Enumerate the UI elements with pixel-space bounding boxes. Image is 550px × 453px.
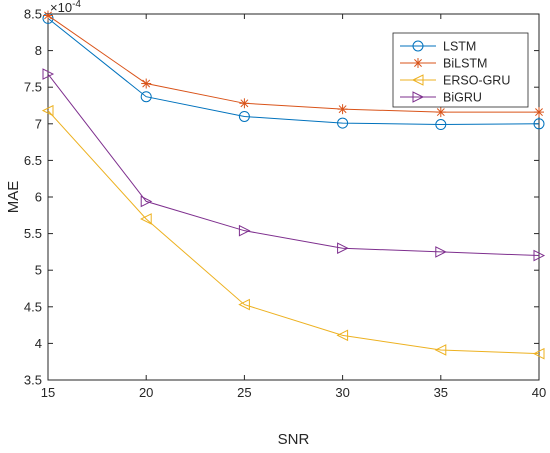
y-tick-label: 4.5: [24, 299, 42, 314]
series-lstm: [42, 12, 545, 131]
series-bigru: [42, 68, 546, 262]
y-axis-exponent-base: ×10: [50, 0, 72, 15]
legend-box: [392, 32, 529, 108]
triangle-right-marker: [337, 242, 349, 255]
y-axis-exponent-power: -4: [72, 0, 81, 10]
legend-label-lstm: LSTM: [443, 40, 476, 54]
series-line-bigru: [47, 73, 540, 257]
asterisk-marker: [141, 78, 152, 89]
y-axis-exponent: ×10-4: [50, 0, 81, 15]
asterisk-stroke: [44, 11, 52, 20]
asterisk-marker: [239, 98, 250, 109]
y-tick-label: 7.5: [24, 80, 42, 95]
series-line-erso-gru: [47, 110, 540, 355]
triangle-left-marker: [434, 344, 447, 356]
asterisk-stroke: [240, 99, 249, 108]
legend-label-bilstm: BiLSTM: [443, 57, 487, 71]
y-tick-label: 8.5: [24, 7, 42, 22]
legend-item-bilstm: BiLSTM: [400, 57, 487, 71]
triangle-right-marker: [533, 249, 546, 262]
circle-marker: [533, 118, 545, 130]
triangle-left-marker: [411, 74, 424, 86]
circle-marker: [140, 91, 152, 103]
asterisk-stroke: [535, 108, 543, 117]
triangle-right-marker: [238, 224, 251, 237]
asterisk-marker: [43, 10, 53, 21]
legend-label-bigru: BiGRU: [443, 91, 482, 105]
legend: LSTM BiLSTM ERSO-GRU BiGRU: [392, 32, 529, 108]
legend-item-bigru: BiGRU: [400, 91, 482, 105]
x-tick-label: 25: [237, 385, 251, 400]
x-tick-label: 30: [335, 385, 349, 400]
legend-label-erso-gru: ERSO-GRU: [443, 74, 510, 88]
y-tick-label: 3.5: [24, 373, 42, 388]
asterisk-marker: [413, 58, 423, 68]
x-tick-label: 20: [139, 385, 153, 400]
triangle-left-marker: [238, 298, 250, 311]
y-tick-label: 5: [35, 263, 42, 278]
asterisk-stroke: [436, 108, 445, 117]
x-tick-label: 35: [434, 385, 448, 400]
legend-items: LSTM BiLSTM ERSO-GRU BiGRU: [400, 40, 510, 105]
x-tick-label: 40: [532, 385, 546, 400]
y-tick-label: 5.5: [24, 226, 42, 241]
triangle-left-marker: [532, 347, 545, 360]
x-axis-label: SNR: [278, 431, 310, 448]
y-tick-label: 7: [35, 116, 42, 131]
asterisk-marker: [435, 107, 446, 118]
y-tick-label: 6.5: [24, 153, 42, 168]
triangle-left-marker: [140, 213, 152, 225]
axis-ticks: 15 20 25 30 35 40 3.5 4 4.5 5 5.5 6 6.5 7 7.5 8 8.5: [24, 7, 546, 401]
triangle-left-marker: [336, 329, 349, 342]
circle-marker: [435, 119, 447, 131]
y-tick-label: 6: [35, 190, 42, 205]
asterisk-marker: [534, 107, 544, 118]
asterisk-marker: [337, 104, 348, 115]
legend-item-erso-gru: ERSO-GRU: [400, 74, 510, 88]
x-tick-label: 15: [41, 385, 55, 400]
series-line-lstm: [47, 18, 540, 126]
circle-marker: [412, 40, 424, 52]
series-bilstm: [43, 10, 544, 118]
circle-marker: [238, 110, 250, 122]
y-axis-label: MAE: [5, 181, 22, 214]
triangle-right-marker: [435, 246, 447, 258]
y-tick-label: 4: [35, 336, 42, 351]
triangle-left-marker: [41, 104, 54, 117]
y-tick-label: 8: [35, 43, 42, 58]
legend-item-lstm: LSTM: [400, 40, 476, 54]
series-line-bilstm: [47, 15, 539, 113]
triangle-right-marker: [140, 195, 153, 208]
triangle-right-marker: [412, 91, 425, 103]
series-erso-gru: [41, 104, 545, 360]
circle-marker: [337, 117, 349, 129]
triangle-right-marker: [42, 68, 55, 80]
asterisk-stroke: [338, 105, 347, 114]
asterisk-stroke: [414, 59, 422, 67]
series-layer: [41, 10, 546, 360]
asterisk-stroke: [142, 79, 151, 88]
